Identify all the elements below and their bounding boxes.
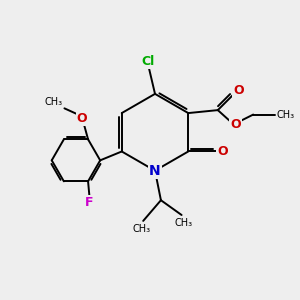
Text: O: O [230,118,241,131]
Text: N: N [149,164,161,178]
Text: CH₃: CH₃ [133,224,151,234]
Text: CH₃: CH₃ [277,110,295,119]
Text: O: O [233,84,244,98]
Text: F: F [85,196,94,209]
Text: CH₃: CH₃ [45,97,63,107]
Text: O: O [77,112,88,125]
Text: Cl: Cl [141,55,154,68]
Text: O: O [217,145,228,158]
Text: CH₃: CH₃ [174,218,192,228]
